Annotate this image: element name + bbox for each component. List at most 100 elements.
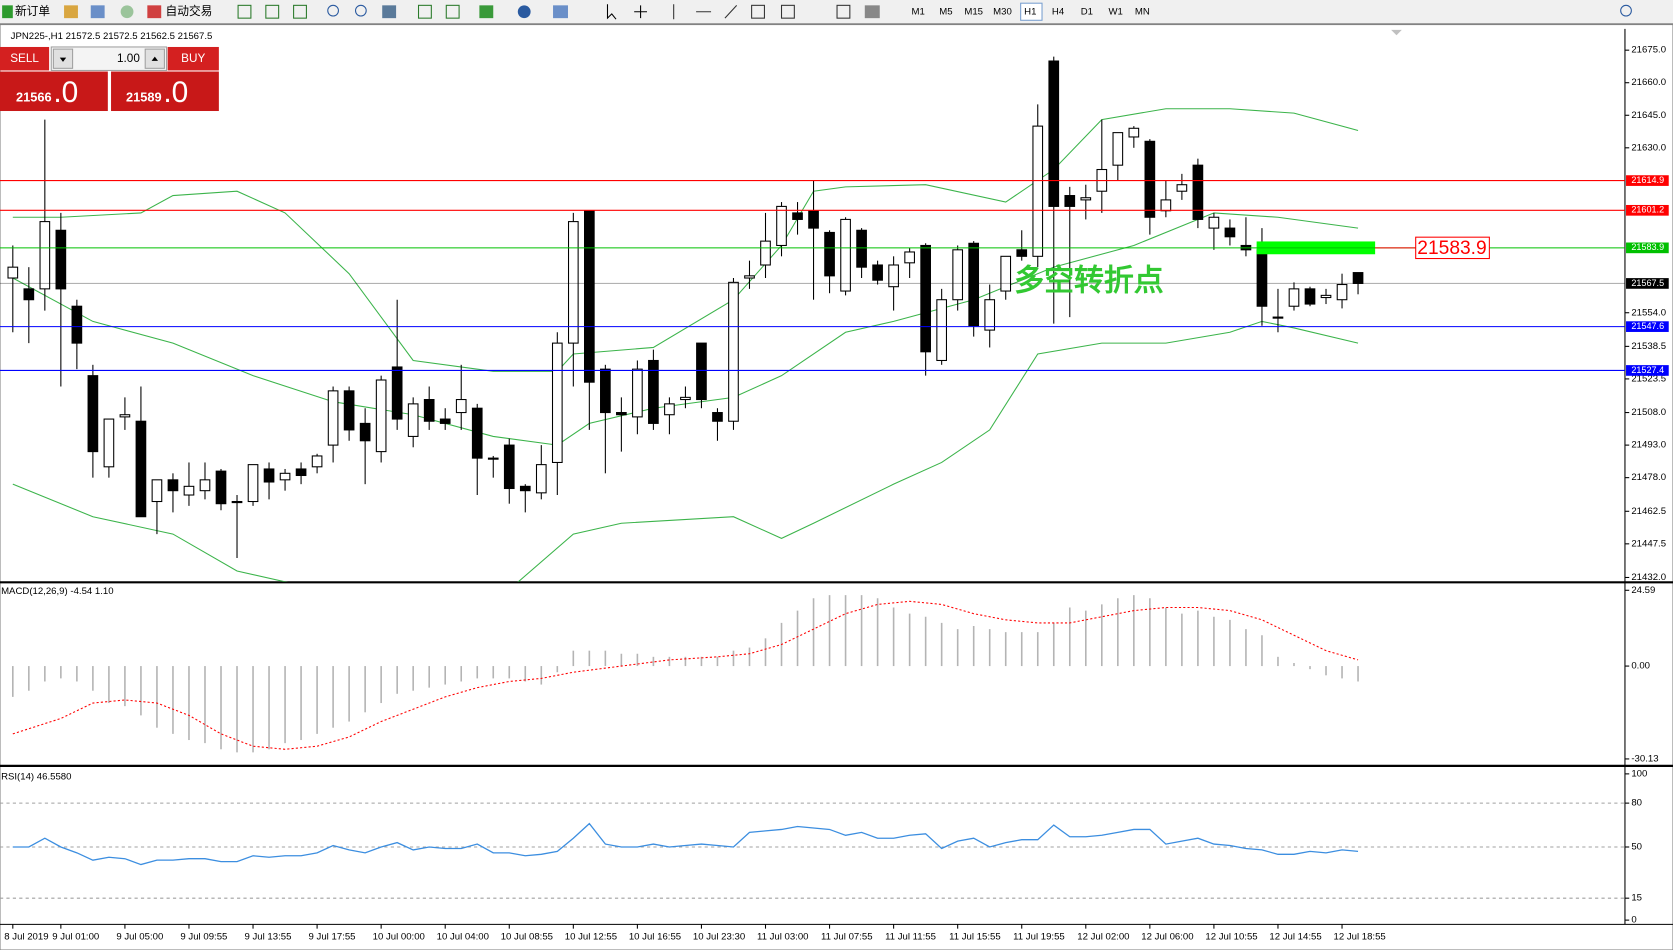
x-tick-label: 9 Jul 17:55 [309,932,356,943]
buy-label[interactable]: BUY [181,52,205,65]
candle-body [840,218,851,292]
candle-body [1352,272,1364,284]
lot-value[interactable]: 1.00 [117,52,140,65]
sell-label[interactable]: SELL [10,52,39,65]
candle-body [327,390,339,446]
candle-body [551,342,563,463]
chart-window [0,24,1673,950]
scroll-marker [1391,29,1402,36]
candle-body [1128,127,1140,138]
timeframe-button[interactable]: M5 [939,6,952,17]
lot-field[interactable] [50,46,168,71]
sell-price-fraction: .0 [53,76,78,109]
buy-button[interactable] [167,46,219,71]
icon[interactable] [120,5,134,19]
candle-body [7,266,19,279]
timeframe-button[interactable]: M15 [964,6,983,17]
candle-body [375,379,387,453]
pivot-label-box [1415,236,1490,260]
candle-body [199,479,211,492]
x-tick-label: 11 Jul 19:55 [1013,932,1065,943]
y-tick-label: 0 [1631,915,1636,926]
tool-icons[interactable] [237,4,1632,20]
level-tag [1626,204,1669,216]
sell-price-box[interactable] [0,71,108,112]
candle-body [984,299,996,331]
band-line [12,212,1359,446]
candle-body [407,403,419,437]
icon[interactable] [90,5,105,19]
timeframe-button[interactable]: H1 [1024,6,1036,17]
candle-body [311,455,323,468]
candle-body [215,470,227,505]
x-tick-label: 12 Jul 14:55 [1269,932,1321,943]
y-tick-label: 21660.0 [1631,77,1666,88]
band-line [12,320,1359,582]
candle-body [936,299,948,362]
candle-body [776,205,787,246]
candle-body [584,210,595,383]
candle-body [295,468,307,477]
panel-data [7,56,1376,582]
y-tick-label: 21478.0 [1631,472,1666,483]
level-label: 21527.4 [1631,365,1664,375]
candle-body [1224,227,1236,238]
x-tick-label: 10 Jul 16:55 [629,932,681,943]
timeframe-button[interactable]: M1 [912,6,925,17]
candle-body [1272,316,1284,319]
candle-body [87,375,99,453]
candle-body [1112,132,1124,166]
candle-body [247,464,259,503]
candle-body [567,221,579,344]
candle-body [1320,294,1332,299]
candle-body [904,251,915,264]
level-label: 21547.6 [1631,321,1664,331]
x-tick-label: 10 Jul 23:30 [693,932,745,943]
candle-body [616,412,627,416]
icon[interactable] [64,5,78,19]
candle-body [1160,199,1172,212]
new-order-button[interactable]: 新订单 [15,4,50,18]
level-label: 21583.9 [1631,242,1664,252]
sell-price: 21566 [16,90,52,105]
candle-body [1288,288,1300,307]
x-tick-label: 11 Jul 03:00 [757,932,809,943]
auto-trading-icon[interactable] [147,5,162,19]
x-tick-label: 12 Jul 10:55 [1205,932,1257,943]
x-tick-label: 8 Jul 2019 [4,932,48,943]
y-tick-label: -30.13 [1631,753,1658,764]
timeframe-button[interactable]: M30 [993,6,1012,17]
sell-button[interactable] [0,46,50,71]
candle-body [135,420,147,518]
candle-body [1016,249,1028,257]
timeframe-button[interactable]: D1 [1081,6,1093,17]
candle-body [760,240,771,266]
level-tag [1626,242,1669,254]
panel-title: RSI(14) 46.5580 [1,772,71,783]
signal-line [12,600,1359,750]
buy-price-box[interactable] [111,71,219,112]
timeframe-button[interactable]: H4 [1052,6,1065,17]
y-tick-label: 21675.0 [1631,45,1666,56]
x-tick-label: 9 Jul 05:00 [116,932,163,943]
x-tick-label: 10 Jul 04:00 [437,932,489,943]
x-tick-label: 12 Jul 06:00 [1141,932,1193,943]
candle-body [968,242,980,327]
candle-body [359,422,371,442]
timeframe-button[interactable]: W1 [1108,6,1122,17]
auto-trading-button[interactable]: 自动交易 [165,4,212,18]
new-order-icon[interactable] [2,5,13,19]
candle-body [23,288,35,301]
panel-data [0,802,1625,899]
y-tick-label: 21554.0 [1631,307,1666,318]
candle-body [1064,195,1076,207]
candle-body [1336,283,1348,301]
y-tick-label: 21645.0 [1631,110,1666,121]
candle-body [391,366,403,420]
timeframe-button[interactable]: MN [1135,6,1150,17]
candle-body [824,231,835,277]
candle-body [119,414,131,418]
y-tick-label: 21630.0 [1631,142,1666,153]
candle-body [1256,249,1268,307]
candle-body [1176,184,1188,192]
